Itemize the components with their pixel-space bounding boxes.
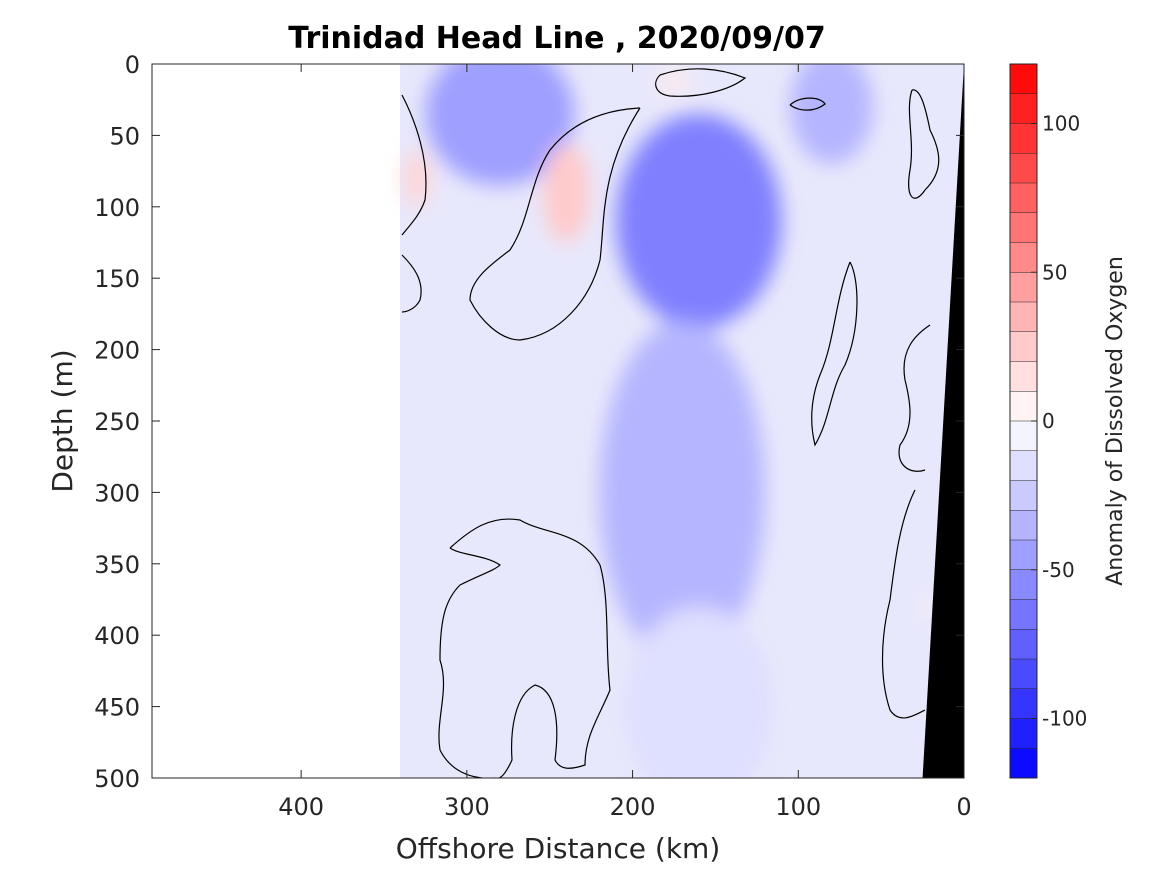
- colorbar-tick-label: -100: [1042, 707, 1087, 731]
- anomaly-blob: [790, 64, 873, 164]
- anomaly-fill: [403, 64, 938, 778]
- colorbar-label: Anomaly of Dissolved Oxygen: [1103, 256, 1128, 586]
- x-tick-label: 300: [444, 793, 490, 821]
- colorbar-segment: [1010, 599, 1037, 630]
- zero-contours: [401, 68, 940, 778]
- anomaly-blob: [425, 64, 575, 186]
- x-axis: 400 300 200 100 0: [278, 64, 972, 821]
- contour-line: [401, 94, 427, 236]
- contour-line: [789, 97, 826, 111]
- colorbar-segment: [1010, 331, 1037, 362]
- heatmap-layer: [400, 64, 964, 778]
- colorbar-segment: [1010, 629, 1037, 660]
- colorbar-segment: [1010, 123, 1037, 154]
- colorbar-segment: [1010, 569, 1037, 600]
- colorbar-segment: [1010, 183, 1037, 214]
- colorbar-segments: [1010, 64, 1037, 779]
- x-tick-label: 0: [956, 793, 971, 821]
- anomaly-blob: [616, 113, 782, 329]
- y-tick-label: 150: [94, 265, 140, 293]
- colorbar-segment: [1010, 272, 1037, 303]
- anomaly-blob: [599, 321, 766, 664]
- colorbar-segment: [1010, 153, 1037, 184]
- x-tick-label: 400: [278, 793, 324, 821]
- y-tick-label: 300: [94, 479, 140, 507]
- colorbar-tick-label: 50: [1042, 260, 1067, 284]
- colorbar-segment: [1010, 361, 1037, 392]
- colorbar-segment: [1010, 480, 1037, 511]
- y-tick-label: 250: [94, 408, 140, 436]
- colorbar-segment: [1010, 718, 1037, 749]
- colorbar-segment: [1010, 510, 1037, 541]
- colorbar-segment: [1010, 540, 1037, 571]
- contour-line: [401, 254, 422, 313]
- contour-line: [898, 324, 931, 472]
- x-axis-label: Offshore Distance (km): [396, 832, 721, 865]
- y-axis: 0 50 100 150 200 250 300 350 400 450 500: [94, 51, 964, 793]
- y-tick-label: 400: [94, 622, 140, 650]
- colorbar-segment: [1010, 659, 1037, 690]
- bathymetry-mask: [922, 64, 964, 778]
- colorbar-segment: [1010, 450, 1037, 481]
- y-tick-label: 500: [94, 765, 140, 793]
- colorbar-tick-label: 100: [1042, 112, 1080, 136]
- colorbar-tick-label: -50: [1042, 558, 1075, 582]
- colorbar-segment: [1010, 688, 1037, 719]
- anomaly-blob: [657, 69, 691, 93]
- y-tick-label: 0: [125, 51, 140, 79]
- y-tick-label: 450: [94, 694, 140, 722]
- x-tick-label: 200: [610, 793, 656, 821]
- colorbar-segment: [1010, 212, 1037, 243]
- y-tick-label: 100: [94, 194, 140, 222]
- colorbar-segment: [1010, 93, 1037, 124]
- colorbar-segment: [1010, 391, 1037, 422]
- y-tick-label: 200: [94, 337, 140, 365]
- anomaly-blob: [624, 606, 774, 778]
- colorbar-segment: [1010, 64, 1037, 95]
- contour-line: [908, 89, 940, 199]
- colorbar: 100 50 0 -50 -100 Anomaly of Dissolved Oxyge…: [1009, 63, 1128, 779]
- anomaly-blob: [403, 149, 431, 207]
- plot-area: 400 300 200 100 0 0 50 100 150 200 250 300 350 400 45…: [94, 51, 972, 821]
- colorbar-segment: [1010, 302, 1037, 333]
- x-tick-label: 100: [775, 793, 821, 821]
- y-tick-label: 50: [109, 122, 140, 150]
- colorbar-ticks: 100 50 0 -50 -100: [1031, 112, 1087, 731]
- colorbar-tick-label: 0: [1042, 409, 1055, 433]
- colorbar-segment: [1010, 242, 1037, 273]
- anomaly-blob: [543, 142, 590, 243]
- contour-line: [469, 107, 641, 341]
- contour-line: [438, 518, 611, 778]
- contour-line: [881, 489, 926, 719]
- colorbar-segment: [1010, 748, 1037, 779]
- colorbar-segment: [1010, 421, 1037, 452]
- y-tick-label: 350: [94, 551, 140, 579]
- y-axis-label: Depth (m): [46, 349, 79, 492]
- contour-line: [655, 68, 747, 97]
- contour-line: [811, 261, 858, 447]
- chart-title: Trinidad Head Line , 2020/09/07: [288, 21, 825, 56]
